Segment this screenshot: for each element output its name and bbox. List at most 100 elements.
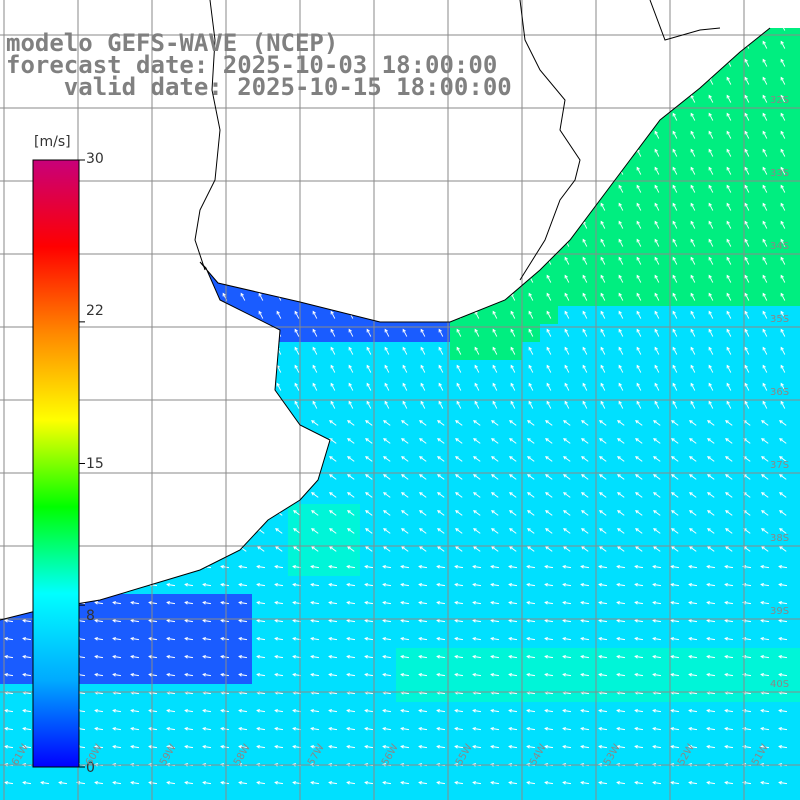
wind-cell [126, 558, 144, 576]
wind-arrow [473, 420, 481, 426]
wind-arrow-head [220, 564, 225, 569]
wind-arrow-head [419, 438, 423, 442]
wind-cell [396, 216, 414, 234]
wind-arrow [402, 113, 408, 121]
wind-arrow-head [437, 528, 441, 532]
wind-arrow-head [294, 364, 298, 369]
wind-cell [198, 360, 216, 378]
wind-arrow [419, 420, 427, 426]
wind-arrow-head [366, 166, 370, 171]
wind-arrow-head [22, 582, 27, 587]
wind-arrow-head [636, 76, 640, 81]
wind-arrow-head [726, 40, 730, 45]
wind-arrow-head [329, 456, 333, 460]
wind-arrow [654, 293, 660, 301]
wind-arrow [564, 28, 570, 31]
wind-arrow-head [420, 310, 424, 315]
wind-arrow [204, 365, 210, 373]
wind-arrow [384, 113, 390, 121]
wind-arrow [114, 257, 120, 265]
wind-arrow [546, 131, 552, 139]
wind-arrow [780, 347, 786, 355]
wind-arrow [456, 221, 462, 229]
wind-arrow-head [436, 600, 441, 605]
wind-arrow [563, 510, 571, 516]
wind-arrow [779, 420, 787, 426]
wind-arrow-head [510, 148, 514, 153]
wind-cell [756, 28, 774, 36]
wind-arrow-head [491, 420, 495, 424]
wind-arrow-head [762, 310, 766, 315]
wind-arrow [707, 474, 715, 480]
wind-cell [612, 792, 630, 800]
wind-cell [342, 252, 360, 270]
wind-arrow [546, 401, 552, 409]
wind-arrow-head [636, 256, 640, 261]
wind-arrow-head [709, 5, 712, 8]
wind-arrow [168, 149, 174, 157]
wind-cell [198, 0, 216, 18]
wind-arrow [472, 583, 482, 587]
wind-arrow [23, 420, 31, 426]
wind-arrow-head [492, 238, 496, 243]
wind-arrow [491, 492, 499, 498]
wind-arrow-head [582, 238, 586, 243]
wind-arrow [366, 347, 372, 355]
wind-cell [594, 54, 612, 72]
wind-arrow-head [329, 420, 333, 424]
wind-arrow-head [724, 564, 729, 569]
wind-cell [342, 792, 360, 800]
wind-arrow-head [113, 474, 117, 478]
wind-cell [558, 216, 576, 234]
wind-cell [162, 504, 180, 522]
wind-arrow [600, 167, 606, 175]
wind-arrow [348, 383, 354, 391]
wind-cell [234, 198, 252, 216]
wind-arrow-head [256, 582, 261, 587]
wind-cell [378, 180, 396, 198]
wind-arrow-head [329, 510, 333, 514]
wind-arrow-head [707, 474, 711, 478]
wind-cell [144, 126, 162, 144]
wind-arrow-head [204, 292, 208, 297]
wind-arrow-head [295, 5, 298, 8]
wind-cell [198, 342, 216, 360]
wind-arrow [653, 492, 661, 498]
wind-arrow-head [762, 382, 766, 387]
wind-cell [162, 450, 180, 468]
wind-arrow [166, 583, 176, 587]
wind-arrow [690, 347, 696, 355]
wind-arrow-head [276, 184, 280, 189]
wind-cell [0, 414, 18, 432]
wind-arrow-head [312, 346, 316, 351]
wind-arrow-head [600, 112, 604, 117]
wind-arrow-head [131, 438, 135, 442]
wind-arrow-head [401, 510, 405, 514]
wind-arrow-head [96, 364, 100, 369]
wind-arrow [402, 203, 408, 211]
wind-cell [522, 28, 540, 36]
wind-arrow-head [618, 40, 622, 45]
wind-arrow [149, 456, 157, 462]
wind-cell [576, 54, 594, 72]
wind-arrow-head [113, 510, 117, 514]
wind-cell [792, 144, 800, 162]
wind-arrow-head [6, 400, 10, 405]
wind-arrow [61, 5, 65, 12]
wind-cell [504, 54, 522, 72]
wind-arrow-head [313, 5, 316, 8]
wind-arrow [330, 131, 336, 139]
wind-arrow [23, 528, 31, 534]
wind-arrow-head [546, 310, 550, 315]
wind-arrow [510, 131, 516, 139]
wind-arrow-head [258, 274, 262, 279]
wind-cell [540, 28, 558, 36]
wind-arrow-head [708, 220, 712, 225]
wind-arrow [546, 185, 552, 193]
wind-arrow-head [726, 328, 730, 333]
wind-arrow [724, 583, 734, 587]
wind-arrow-head [618, 382, 622, 387]
wind-cell [630, 28, 648, 36]
wind-arrow-head [221, 546, 225, 550]
wind-arrow-head [780, 382, 784, 387]
